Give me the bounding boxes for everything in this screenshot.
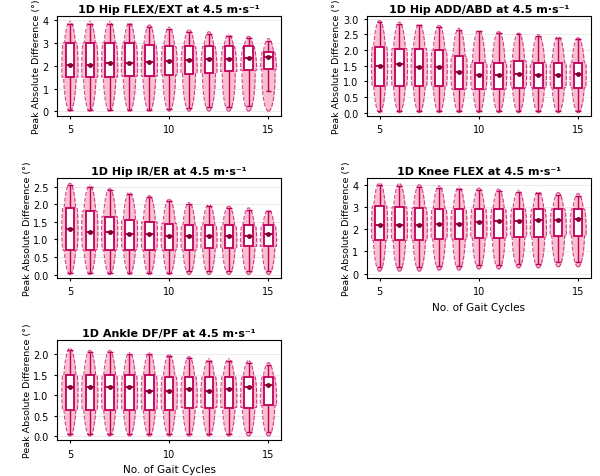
Bar: [86, 44, 94, 78]
Title: 1D Ankle DF/PF at 4.5 m·s⁻¹: 1D Ankle DF/PF at 4.5 m·s⁻¹: [82, 328, 256, 338]
Bar: [574, 63, 583, 89]
X-axis label: No. of Gait Cycles: No. of Gait Cycles: [433, 302, 526, 312]
Bar: [455, 57, 463, 90]
Bar: [65, 208, 74, 250]
Y-axis label: Peak Absolute Difference (°): Peak Absolute Difference (°): [341, 161, 350, 296]
Bar: [534, 209, 542, 238]
Bar: [125, 44, 134, 77]
Bar: [264, 377, 272, 406]
Bar: [415, 50, 424, 87]
Bar: [574, 209, 583, 236]
Bar: [435, 209, 443, 239]
Bar: [376, 206, 384, 241]
Bar: [145, 375, 154, 410]
Bar: [106, 375, 114, 410]
Bar: [435, 51, 443, 87]
Bar: [554, 209, 562, 236]
Bar: [244, 377, 253, 407]
Bar: [244, 47, 253, 71]
Bar: [264, 53, 272, 70]
Bar: [475, 209, 483, 238]
X-axis label: No. of Gait Cycles: No. of Gait Cycles: [122, 464, 215, 474]
Title: 1D Hip IR/ER at 4.5 m·s⁻¹: 1D Hip IR/ER at 4.5 m·s⁻¹: [91, 167, 247, 177]
Bar: [145, 222, 154, 250]
Bar: [106, 217, 114, 250]
Y-axis label: Peak Absolute Difference (°): Peak Absolute Difference (°): [32, 0, 41, 134]
Bar: [395, 208, 404, 241]
Title: 1D Hip FLEX/EXT at 4.5 m·s⁻¹: 1D Hip FLEX/EXT at 4.5 m·s⁻¹: [79, 4, 260, 14]
Bar: [415, 208, 424, 241]
Bar: [455, 209, 463, 239]
Bar: [534, 63, 542, 89]
Bar: [165, 377, 173, 410]
Y-axis label: Peak Absolute Difference (°): Peak Absolute Difference (°): [23, 323, 32, 457]
Bar: [185, 47, 193, 75]
Bar: [475, 63, 483, 90]
Bar: [125, 375, 134, 410]
Bar: [514, 209, 523, 238]
Bar: [224, 47, 233, 72]
Bar: [554, 63, 562, 89]
Bar: [86, 212, 94, 250]
Bar: [514, 62, 523, 89]
Bar: [395, 50, 404, 87]
Bar: [494, 63, 503, 90]
Y-axis label: Peak Absolute Difference (°): Peak Absolute Difference (°): [23, 161, 32, 296]
Bar: [224, 377, 233, 407]
Title: 1D Knee FLEX at 4.5 m·s⁻¹: 1D Knee FLEX at 4.5 m·s⁻¹: [397, 167, 561, 177]
Bar: [106, 44, 114, 78]
Title: 1D Hip ADD/ABD at 4.5 m·s⁻¹: 1D Hip ADD/ABD at 4.5 m·s⁻¹: [389, 4, 569, 14]
Bar: [86, 375, 94, 410]
Bar: [185, 226, 193, 250]
Bar: [165, 224, 173, 250]
Bar: [205, 226, 213, 248]
Y-axis label: Peak Absolute Difference (°): Peak Absolute Difference (°): [332, 0, 341, 134]
Bar: [145, 46, 154, 77]
Bar: [494, 209, 503, 238]
Bar: [185, 377, 193, 407]
Bar: [125, 220, 134, 250]
Bar: [65, 44, 74, 78]
Bar: [376, 48, 384, 87]
Bar: [65, 375, 74, 410]
Bar: [205, 377, 213, 407]
Bar: [165, 47, 173, 76]
Bar: [205, 47, 213, 73]
Bar: [244, 226, 253, 247]
Bar: [224, 226, 233, 248]
Bar: [264, 226, 272, 247]
